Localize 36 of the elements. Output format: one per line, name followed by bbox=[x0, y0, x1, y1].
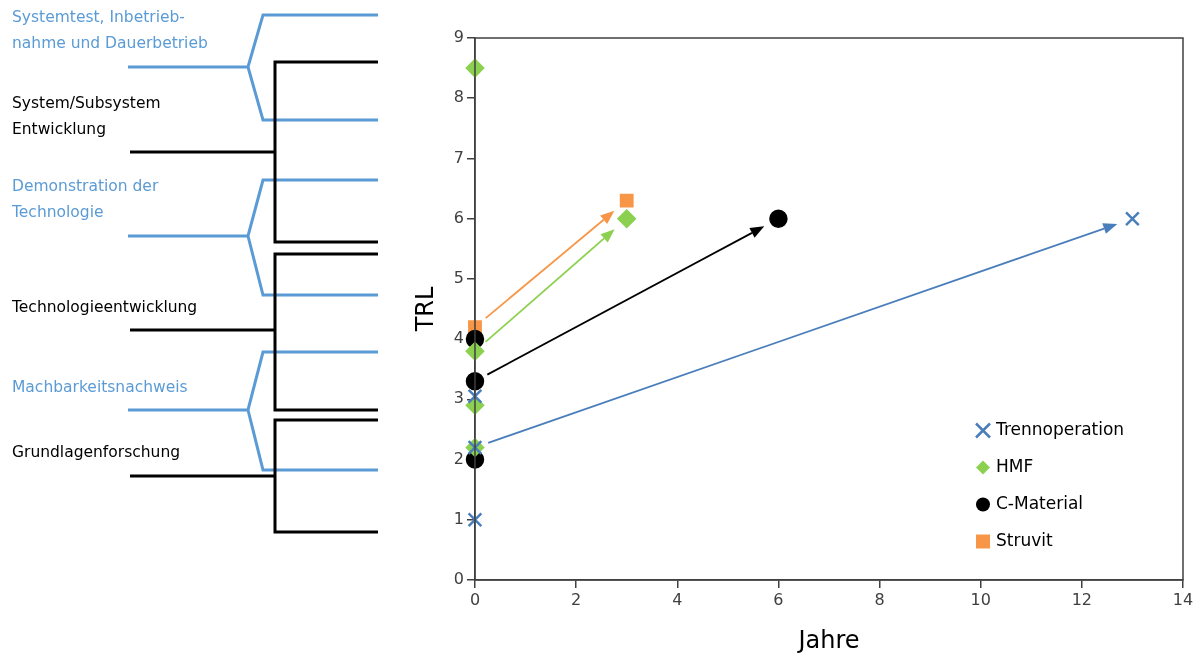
text: Grundlagenforschung bbox=[12, 442, 182, 463]
y-tick-label: 2 bbox=[453, 448, 464, 468]
text: Machbarkeitsnachweis bbox=[12, 377, 189, 398]
x-tick-label: 4 bbox=[672, 589, 683, 609]
text: System/Subsystem Entwicklung bbox=[12, 93, 162, 140]
y-tick-label: 3 bbox=[453, 388, 464, 408]
x-tick-label: 14 bbox=[1172, 589, 1194, 609]
text: Systemtest, Inbetrieb- nahme und Dauerbetrieb bbox=[12, 7, 209, 54]
y-axis-title: TRL bbox=[410, 286, 439, 333]
y-tick-label: 6 bbox=[453, 207, 464, 227]
point bbox=[617, 209, 636, 228]
y-tick-label: 5 bbox=[453, 268, 464, 288]
text: Demonstration der Technologie bbox=[12, 176, 160, 223]
x-tick-label: 8 bbox=[874, 589, 885, 609]
y-tick-label: 8 bbox=[453, 87, 464, 107]
x-tick-label: 10 bbox=[970, 589, 991, 609]
legend-label: C-Material bbox=[996, 492, 1084, 513]
point bbox=[619, 193, 634, 208]
legend-label: Struvit bbox=[996, 529, 1053, 550]
x-tick-label: 12 bbox=[1071, 589, 1093, 609]
x-axis-title: Jahre bbox=[796, 625, 860, 654]
x-tick-label: 0 bbox=[469, 589, 481, 609]
point bbox=[769, 209, 788, 228]
point bbox=[1124, 211, 1141, 227]
legend-label: Trennoperation bbox=[995, 418, 1125, 439]
y-tick-label: 0 bbox=[453, 569, 464, 589]
x-tick-label: 6 bbox=[773, 589, 784, 609]
point bbox=[467, 512, 483, 528]
point bbox=[467, 388, 483, 404]
y-tick-label: 7 bbox=[453, 147, 464, 167]
y-tick-label: 4 bbox=[453, 328, 464, 348]
y-tick-label: 9 bbox=[453, 27, 464, 47]
text: Technologieentwicklung bbox=[12, 297, 199, 318]
y-tick-label: 1 bbox=[453, 508, 464, 528]
legend-label: HMF bbox=[996, 455, 1034, 476]
x-tick-label: 2 bbox=[571, 589, 582, 609]
